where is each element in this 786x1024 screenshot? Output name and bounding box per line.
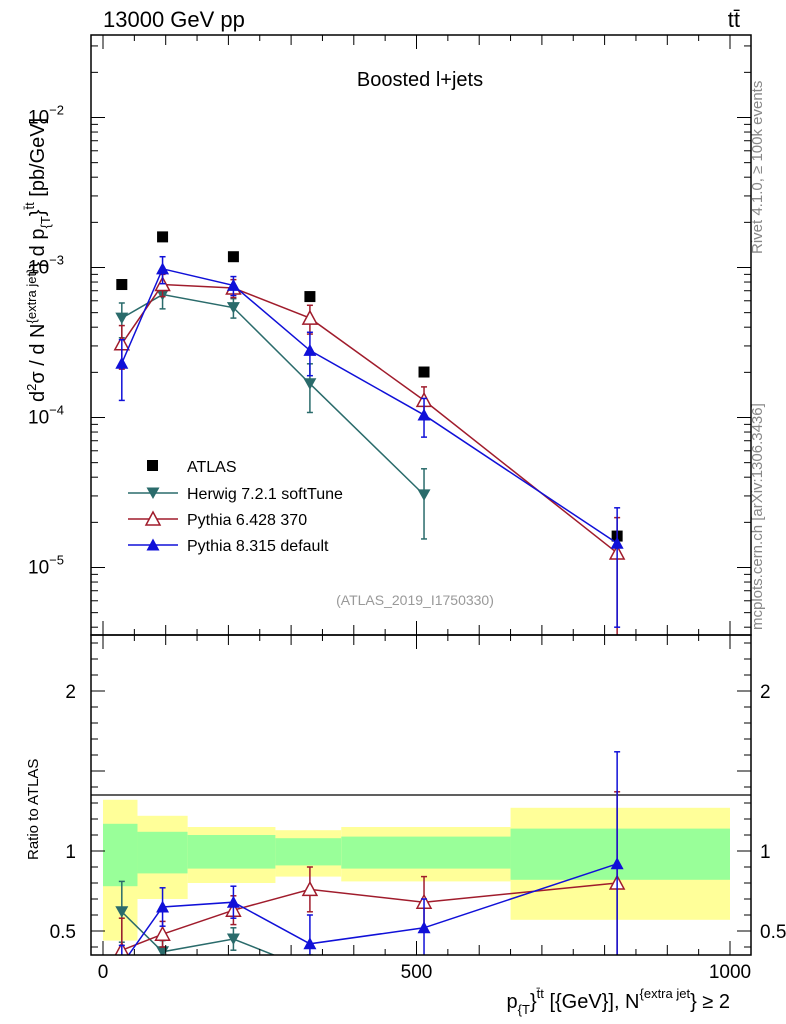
stat-uncertainty-band-5: [510, 828, 730, 880]
uncertainty-bands: [103, 799, 730, 941]
legend-label-herwig: Herwig 7.2.1 softTune: [187, 486, 343, 503]
rivet-version-label: Rivet 4.1.0, ≥ 100k events: [749, 81, 766, 254]
pythia-8-315-default-point-2: [226, 278, 240, 291]
ratio-plot-frame: [90, 634, 752, 956]
legend-entry-pythia6: Pythia 6.428 370: [128, 510, 307, 529]
main-panel: 10−5 10−4 10−3 10−2 0.5 0.5 1 1 2 2 0 500 1000 Boost…: [22, 34, 786, 1017]
legend: ATLAS Herwig 7.2.1 softTune Pythia 6.428…: [128, 459, 343, 555]
x-axis-label: p{T}t̄t [{GeV}], N{extra jet} ≥ 2: [507, 986, 730, 1017]
pythia-6-428-370-point-1: [154, 925, 171, 941]
legend-marker-herwig: [146, 487, 160, 499]
herwig-7-2-1-softtune-point-3: [303, 964, 316, 976]
x-tick-label: 0: [98, 962, 109, 983]
atlas-point-1: [157, 231, 169, 243]
ratio-y-tick-label-left: 0.5: [50, 922, 76, 943]
pythia-8-315-default-point-0: [115, 356, 129, 369]
herwig-7-2-1-softtune-point-3: [303, 378, 317, 390]
legend-entry-pythia8: Pythia 8.315 default: [128, 538, 329, 555]
herwig-7-2-1-softtune-point-2: [226, 933, 240, 945]
ratio-y-tick-label-left: 2: [65, 682, 76, 703]
legend-label-pythia8: Pythia 8.315 default: [187, 538, 329, 555]
herwig-7-2-1-softtune-point-1: [156, 946, 170, 955]
analysis-tag: (ATLAS_2019_I1750330): [336, 592, 494, 608]
pythia-8-315-default-point-1: [156, 262, 170, 275]
ratio-y-tick-label-right: 1: [760, 842, 771, 863]
stat-uncertainty-band-2: [187, 835, 276, 869]
pythia-6-428-370-point-3: [301, 309, 319, 325]
pythia-6-428-370-point-3: [301, 880, 319, 897]
mcplots-label: mcplots.cern.ch [arXiv:1306.3436]: [749, 403, 766, 630]
pythia-8-315-default-point-5: [610, 536, 624, 549]
pythia-8-315-default-point-5: [610, 857, 624, 870]
plot-title: Boosted l+jets: [357, 69, 483, 91]
atlas-point-3: [304, 291, 316, 303]
process-label: tt̄: [728, 7, 740, 32]
pythia-8-315-default-point-1: [156, 900, 170, 913]
legend-marker-atlas: [147, 460, 158, 471]
herwig-7-2-1-softtune-point-4: [417, 489, 431, 501]
atlas-point-4: [418, 366, 430, 378]
x-tick-label: 500: [401, 962, 433, 983]
stat-uncertainty-band-3: [275, 838, 342, 866]
legend-entry-atlas: ATLAS: [147, 459, 237, 476]
legend-label-pythia6: Pythia 6.428 370: [187, 512, 307, 529]
ratio-y-tick-label-right: 2: [760, 682, 771, 703]
herwig-7-2-1-softtune-point-0: [115, 906, 129, 918]
stat-uncertainty-band-4: [341, 836, 511, 869]
stat-uncertainty-band-0: [103, 823, 138, 887]
pythia-8-315-default-point-2: [226, 895, 240, 908]
main-y-tick-label: 10−4: [28, 403, 64, 429]
ratio-series-lines: [114, 751, 626, 976]
x-tick-label: 1000: [709, 962, 751, 983]
main-y-tick-label: 10−2: [28, 103, 64, 129]
legend-entry-herwig: Herwig 7.2.1 softTune: [128, 486, 343, 503]
herwig-7-2-1-softtune-point-2: [226, 302, 240, 314]
main-y-tick-label: 10−5: [28, 553, 64, 579]
pythia-8-315-default-point-4: [417, 921, 431, 934]
main-series-lines: [113, 231, 626, 635]
energy-label: 13000 GeV pp: [103, 7, 245, 32]
legend-marker-pythia8: [146, 538, 160, 551]
pythia-8-315-default-point-0: [115, 958, 128, 970]
pythia-8-315-default-point-3: [303, 343, 317, 356]
ratio-y-axis-label: Ratio to ATLAS: [25, 759, 42, 860]
axis-ticks: 10−5 10−4 10−3 10−2 0.5 0.5 1 1 2 2 0 500 1000: [28, 35, 786, 983]
atlas-point-0: [116, 279, 128, 291]
stat-uncertainty-band-1: [137, 831, 188, 874]
legend-marker-pythia6: [144, 510, 162, 526]
herwig-7-2-1-softtune-line: [121, 293, 425, 496]
main-y-axis-label: d2σ / d N{extra jet}} d p{T}t̄t [pb/GeV]: [22, 118, 53, 402]
pythia-6-428-370-line: [121, 882, 618, 951]
pythia-8-315-default-line: [121, 267, 618, 544]
ratio-y-tick-label-right: 0.5: [760, 922, 786, 943]
pythia-6-428-370-line: [121, 283, 618, 554]
pythia-8-315-default-line: [127, 863, 618, 955]
herwig-7-2-1-softtune-point-0: [115, 312, 129, 325]
pythia-8-315-default-point-3: [303, 937, 317, 950]
main-y-tick-label: 10−3: [28, 253, 64, 279]
legend-label-atlas: ATLAS: [187, 459, 237, 476]
herwig-7-2-1-softtune-line: [121, 911, 276, 955]
atlas-point-2: [227, 251, 239, 263]
pythia-8-315-default-point-4: [417, 408, 431, 421]
ratio-y-tick-label-left: 1: [65, 842, 76, 863]
